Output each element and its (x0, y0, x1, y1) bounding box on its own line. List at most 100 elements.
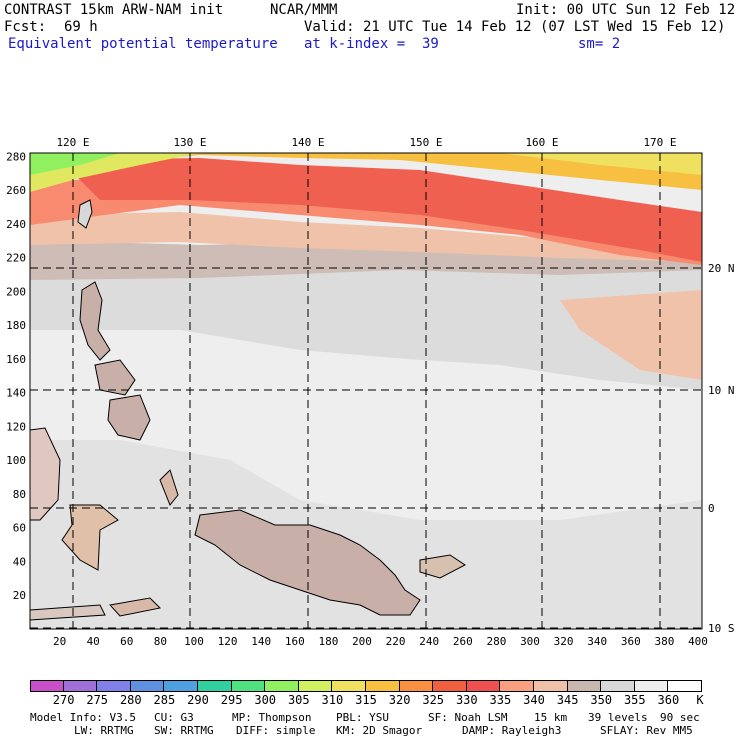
x-tick-label: 300 (520, 635, 540, 648)
colorbar-label: 335 (489, 693, 512, 707)
colorbar-swatch (466, 680, 501, 692)
sulawesi (61, 504, 119, 571)
band-355-south (30, 440, 702, 629)
lon-label-120: 120 E (56, 136, 89, 149)
colorbar-label: 340 (523, 693, 545, 707)
x-tick-label: 340 (587, 635, 607, 648)
colorbar-label: 290 (187, 693, 209, 707)
colorbar-label: 305 (287, 693, 310, 707)
java-islands (30, 604, 106, 621)
colorbar-label: 320 (388, 693, 411, 707)
y-tick-label: 40 (13, 555, 26, 568)
colorbar-swatch (332, 680, 366, 692)
y-tick-label: 220 (6, 252, 26, 265)
footer-damp: DAMP: Rayleigh3 (462, 724, 562, 737)
colorbar-swatch (534, 680, 568, 692)
footer-lw: LW: RRTMG (74, 724, 134, 737)
lat-label-10s: 10 S (708, 622, 735, 635)
colorbar-label: 275 (86, 693, 109, 707)
x-tick-label: 220 (386, 635, 406, 648)
y-tick-label: 260 (6, 184, 26, 197)
footer-res: 15 km (534, 711, 568, 724)
field-name: Equivalent potential temperature (8, 36, 278, 52)
lon-label-150: 150 E (409, 136, 442, 149)
colorbar-label: 295 (220, 693, 243, 707)
footer-sf: SF: Noah LSM (428, 711, 508, 724)
footer-levels: 39 levels (588, 711, 648, 724)
title-left: CONTRAST 15km ARW-NAM init (4, 2, 224, 18)
init-time: Init: 00 UTC Sun 12 Feb 12 (516, 2, 736, 18)
band-325 (60, 158, 702, 262)
x-tick-label: 20 (53, 635, 66, 648)
timor (109, 597, 162, 617)
x-tick-label: 240 (419, 635, 439, 648)
x-tick-label: 140 (251, 635, 271, 648)
colorbar-swatch (433, 680, 467, 692)
y-tick-label: 240 (6, 218, 26, 231)
footer-sw: SW: RRTMG (154, 724, 214, 737)
y-tick-label: 80 (13, 488, 26, 501)
footer-cu: CU: G3 (154, 711, 194, 724)
y-tick-label: 100 (6, 454, 26, 467)
lat-label-0: 0 (708, 502, 715, 515)
footer-km: KM: 2D Smagor (336, 724, 423, 737)
colorbar-label: 325 (422, 693, 445, 707)
colorbar-swatch (500, 680, 534, 692)
y-tick-label: 140 (6, 387, 26, 400)
lat-label-20n: 20 N (708, 262, 735, 275)
y-tick-label: 180 (6, 319, 26, 332)
lon-label-160: 160 E (525, 136, 558, 149)
x-tick-label: 380 (654, 635, 674, 648)
colorbar-swatch (567, 680, 602, 692)
footer-diff: DIFF: simple (236, 724, 316, 737)
x-tick-label: 100 (184, 635, 204, 648)
y-tick-label: 20 (13, 589, 26, 602)
colorbar-swatch (399, 680, 434, 692)
colorbar-swatch (164, 680, 198, 692)
colorbar-swatch (298, 680, 333, 692)
colorbar-unit: K (696, 693, 704, 707)
band-315 (30, 153, 702, 190)
taiwan (77, 199, 93, 229)
colorbar-swatch (130, 680, 165, 692)
lon-label-170: 170 E (643, 136, 676, 149)
band-310-east (500, 153, 702, 175)
smoothing-info: sm= 2 (578, 36, 621, 52)
lon-label-130: 130 E (173, 136, 206, 149)
footer-sflay: SFLAY: Rev MM5 (600, 724, 693, 737)
colorbar-label: 285 (153, 693, 176, 707)
x-tick-label: 200 (352, 635, 372, 648)
colorbar-label: 280 (119, 693, 142, 707)
x-tick-label: 60 (120, 635, 133, 648)
x-tick-label: 400 (688, 635, 708, 648)
x-tick-label: 40 (87, 635, 100, 648)
x-tick-label: 260 (453, 635, 473, 648)
colorbar-swatch (366, 680, 400, 692)
visayas (94, 359, 136, 396)
colorbar-swatch (63, 680, 98, 692)
colorbar-swatch (198, 680, 232, 692)
mindanao (107, 394, 151, 441)
lat-label-10n: 10 N (708, 384, 735, 397)
colorbar-label: 355 (623, 693, 646, 707)
colorbar-swatch (265, 680, 299, 692)
colorbar-label: 300 (254, 693, 277, 707)
new-britain (419, 554, 466, 579)
fcst-label: Fcst: (4, 19, 47, 35)
y-tick-label: 60 (13, 522, 26, 535)
x-tick-label: 320 (554, 635, 574, 648)
x-tick-label: 80 (154, 635, 167, 648)
footer-mp: MP: Thompson (232, 711, 312, 724)
colorbar-swatch (30, 680, 64, 692)
title-org: NCAR/MMM (270, 2, 338, 18)
y-tick-label: 200 (6, 285, 26, 298)
y-tick-label: 280 (6, 150, 26, 163)
colorbar-label: 360 (657, 693, 680, 707)
colorbar-swatch (634, 680, 669, 692)
luzon (79, 281, 111, 361)
x-tick-label: 180 (318, 635, 338, 648)
colorbar-swatch (97, 680, 131, 692)
x-tick-label: 360 (621, 635, 641, 648)
band-340 (30, 212, 702, 262)
